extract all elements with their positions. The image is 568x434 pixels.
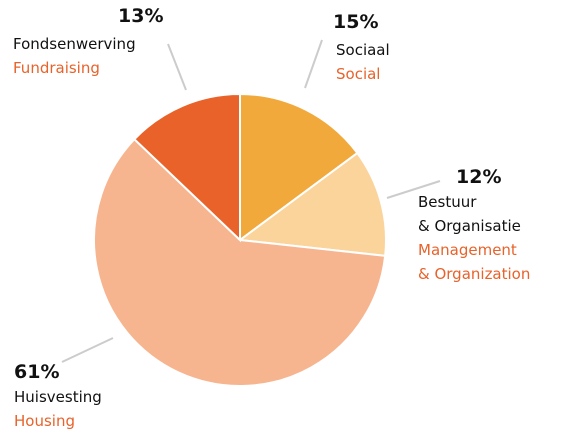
translation-label: Management — [418, 241, 517, 259]
category-label: Bestuur — [418, 193, 477, 211]
pie-slice — [237, 151, 387, 257]
translation-label: Social — [336, 65, 380, 83]
value-label: 61% — [14, 361, 59, 383]
value-label: 13% — [118, 5, 163, 27]
leader-line — [386, 180, 441, 199]
category-label: Sociaal — [336, 41, 390, 59]
category-label: Huisvesting — [14, 388, 102, 406]
leader-line — [304, 39, 323, 89]
pie-slice — [132, 92, 241, 243]
pie-slice — [93, 137, 387, 387]
value-label: 12% — [456, 166, 501, 188]
pie-slice — [239, 92, 359, 242]
leader-line — [61, 337, 114, 363]
value-label: 15% — [333, 11, 378, 33]
leader-line — [167, 43, 187, 91]
category-label: Fondsenwerving — [13, 35, 136, 53]
translation-label: Fundraising — [13, 59, 100, 77]
category-label: & Organisatie — [418, 217, 521, 235]
translation-label: Housing — [14, 412, 75, 430]
translation-label: & Organization — [418, 265, 530, 283]
